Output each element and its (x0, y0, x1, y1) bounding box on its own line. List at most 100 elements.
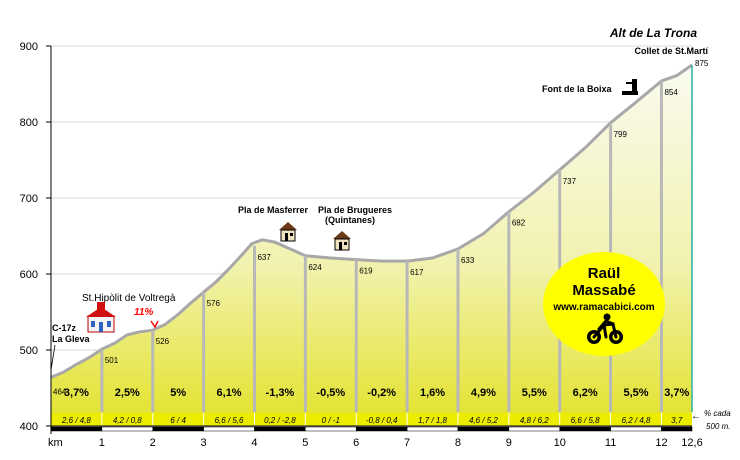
credit-url: www.ramacabici.com (552, 302, 654, 313)
km-bar-segment-4 (254, 426, 306, 432)
altitude-label-13: 875 (695, 59, 709, 68)
x-tick-label-4: 5 (302, 437, 308, 449)
x-tick-label-8: 9 (506, 437, 512, 449)
altitude-label-1: 501 (105, 356, 119, 365)
church-icon (86, 302, 116, 333)
segment-gradient-6: -0,2% (367, 387, 396, 399)
x-tick-label-12: 12,6 (681, 437, 702, 449)
place-label-st-hipolit: St.Hipòlit de Voltregà (82, 293, 176, 304)
strip-background (51, 413, 692, 426)
km-bar-segment-11 (610, 426, 662, 432)
segment-gradient-8: 4,9% (471, 387, 496, 399)
place-label-collet-de-st-marti: Collet de St.Martí (634, 46, 708, 56)
place-label-c17z: C-17z (52, 323, 77, 333)
altitude-label-8: 633 (461, 256, 475, 265)
segment-gradient-5: -0,5% (316, 387, 345, 399)
segment-detail-10: 6,6 / 5,8 (571, 416, 600, 425)
segment-detail-8: 4,6 / 5,2 (469, 416, 498, 425)
value-labels: 464 501 526 576 637 624 619 617 633 682 737 799 854 8… (53, 59, 709, 396)
max-gradient-label: 11% (134, 307, 153, 318)
km-bar-segment-12 (661, 426, 693, 432)
km-bar-segment-0 (50, 426, 103, 432)
km-bar-segment-6 (355, 426, 408, 432)
place-label-pla-de-brugueres: Pla de Brugueres (318, 205, 392, 215)
credit-name-last: Massabé (572, 282, 635, 299)
segment-gradient-1: 2,5% (115, 387, 140, 399)
segment-detail-1: 4,2 / 0,8 (113, 416, 142, 425)
profile-fill (51, 65, 692, 426)
altitude-label-4: 637 (257, 253, 271, 262)
y-tick-label-400: 400 (20, 421, 38, 433)
altitude-label-11: 799 (614, 130, 628, 139)
y-tick-label-600: 600 (20, 269, 38, 281)
segment-gradient-12: 3,7% (664, 387, 689, 399)
house-icon (333, 231, 351, 251)
altitude-label-3: 576 (207, 299, 221, 308)
km-bar-segment-7 (406, 426, 459, 432)
x-tick-label-5: 6 (353, 437, 359, 449)
segment-detail-11: 6,2 / 4,8 (622, 416, 651, 425)
x-tick-label-2: 3 (201, 437, 207, 449)
x-tick-label-3: 4 (251, 437, 257, 449)
max-gradient-marker (150, 320, 159, 329)
km-bar-segment-10 (559, 426, 611, 432)
altitude-label-0: 464 (53, 387, 67, 396)
place-label-quintanes: (Quintanes) (325, 215, 375, 225)
altitude-label-6: 619 (359, 267, 373, 276)
segment-gradient-10: 6,2% (573, 387, 598, 399)
segment-detail-2: 6 / 4 (170, 416, 186, 425)
altitude-label-9: 682 (512, 219, 526, 228)
segment-detail-4: 0,2 / -2,8 (264, 416, 296, 425)
altitude-label-5: 624 (308, 263, 322, 272)
x-axis-label: km (48, 437, 63, 449)
x-tick-label-0: 1 (99, 437, 105, 449)
segment-detail-5: 0 / -1 (322, 416, 340, 425)
x-tick-label-9: 10 (554, 437, 566, 449)
credit-badge: Raül Massabé www.ramacabici.com (543, 252, 665, 356)
segment-gradient-9: 5,5% (522, 387, 547, 399)
segment-detail-7: 1,7 / 1,8 (418, 416, 447, 425)
km-bar-segment-5 (305, 426, 357, 432)
place-label-la-gleva: La Gleva (52, 334, 91, 344)
segment-gradient-2: 5% (170, 387, 186, 399)
chart-title: Alt de La Trona (609, 26, 697, 40)
km-bar-segment-9 (508, 426, 560, 432)
segment-gradient-0: 3,7% (64, 387, 89, 399)
x-tick-label-6: 7 (404, 437, 410, 449)
segment-detail-3: 6,6 / 5,6 (215, 416, 244, 425)
y-tick-label-800: 800 (20, 117, 38, 129)
fountain-icon (622, 79, 638, 95)
altitude-label-10: 737 (563, 177, 577, 186)
y-tick-label-900: 900 (20, 41, 38, 53)
km-bar-segment-8 (457, 426, 510, 432)
x-tick-label-10: 11 (605, 437, 616, 449)
note-line-2: 500 m. (706, 422, 730, 431)
segment-gradient-11: 5,5% (624, 387, 649, 399)
place-label-pla-de-masferrer: Pla de Masferrer (238, 205, 309, 215)
segment-detail-9: 4,8 / 6,2 (520, 416, 549, 425)
credit-name-first: Raül (588, 265, 621, 282)
segment-gradient-7: 1,6% (420, 387, 445, 399)
arrow-icon: ← (691, 411, 701, 422)
segment-gradient-4: -1,3% (266, 387, 295, 399)
km-bar-segment-2 (152, 426, 204, 432)
segment-detail-0: 2,6 / 4,8 (61, 416, 91, 425)
altitude-label-12: 854 (664, 88, 678, 97)
x-tick-label-7: 8 (455, 437, 461, 449)
place-pointer-la-gleva (50, 344, 56, 371)
note-line-1: % cada (704, 409, 731, 418)
x-tick-label-1: 2 (150, 437, 156, 449)
segment-detail-6: -0,8 / 0,4 (366, 416, 398, 425)
place-label-font-de-la-boixa: Font de la Boixa (542, 84, 613, 94)
altitude-label-2: 526 (156, 337, 170, 346)
x-tick-label-11: 12 (655, 437, 667, 449)
profile-area (50, 63, 693, 426)
altitude-label-7: 617 (410, 268, 424, 277)
cyclist-icon (587, 313, 623, 344)
km-bar-segment-3 (203, 426, 255, 432)
y-tick-label-500: 500 (20, 345, 38, 357)
segment-gradient-3: 6,1% (217, 387, 242, 399)
segment-detail-12: 3,7 (671, 416, 683, 425)
house-icon (279, 222, 297, 242)
